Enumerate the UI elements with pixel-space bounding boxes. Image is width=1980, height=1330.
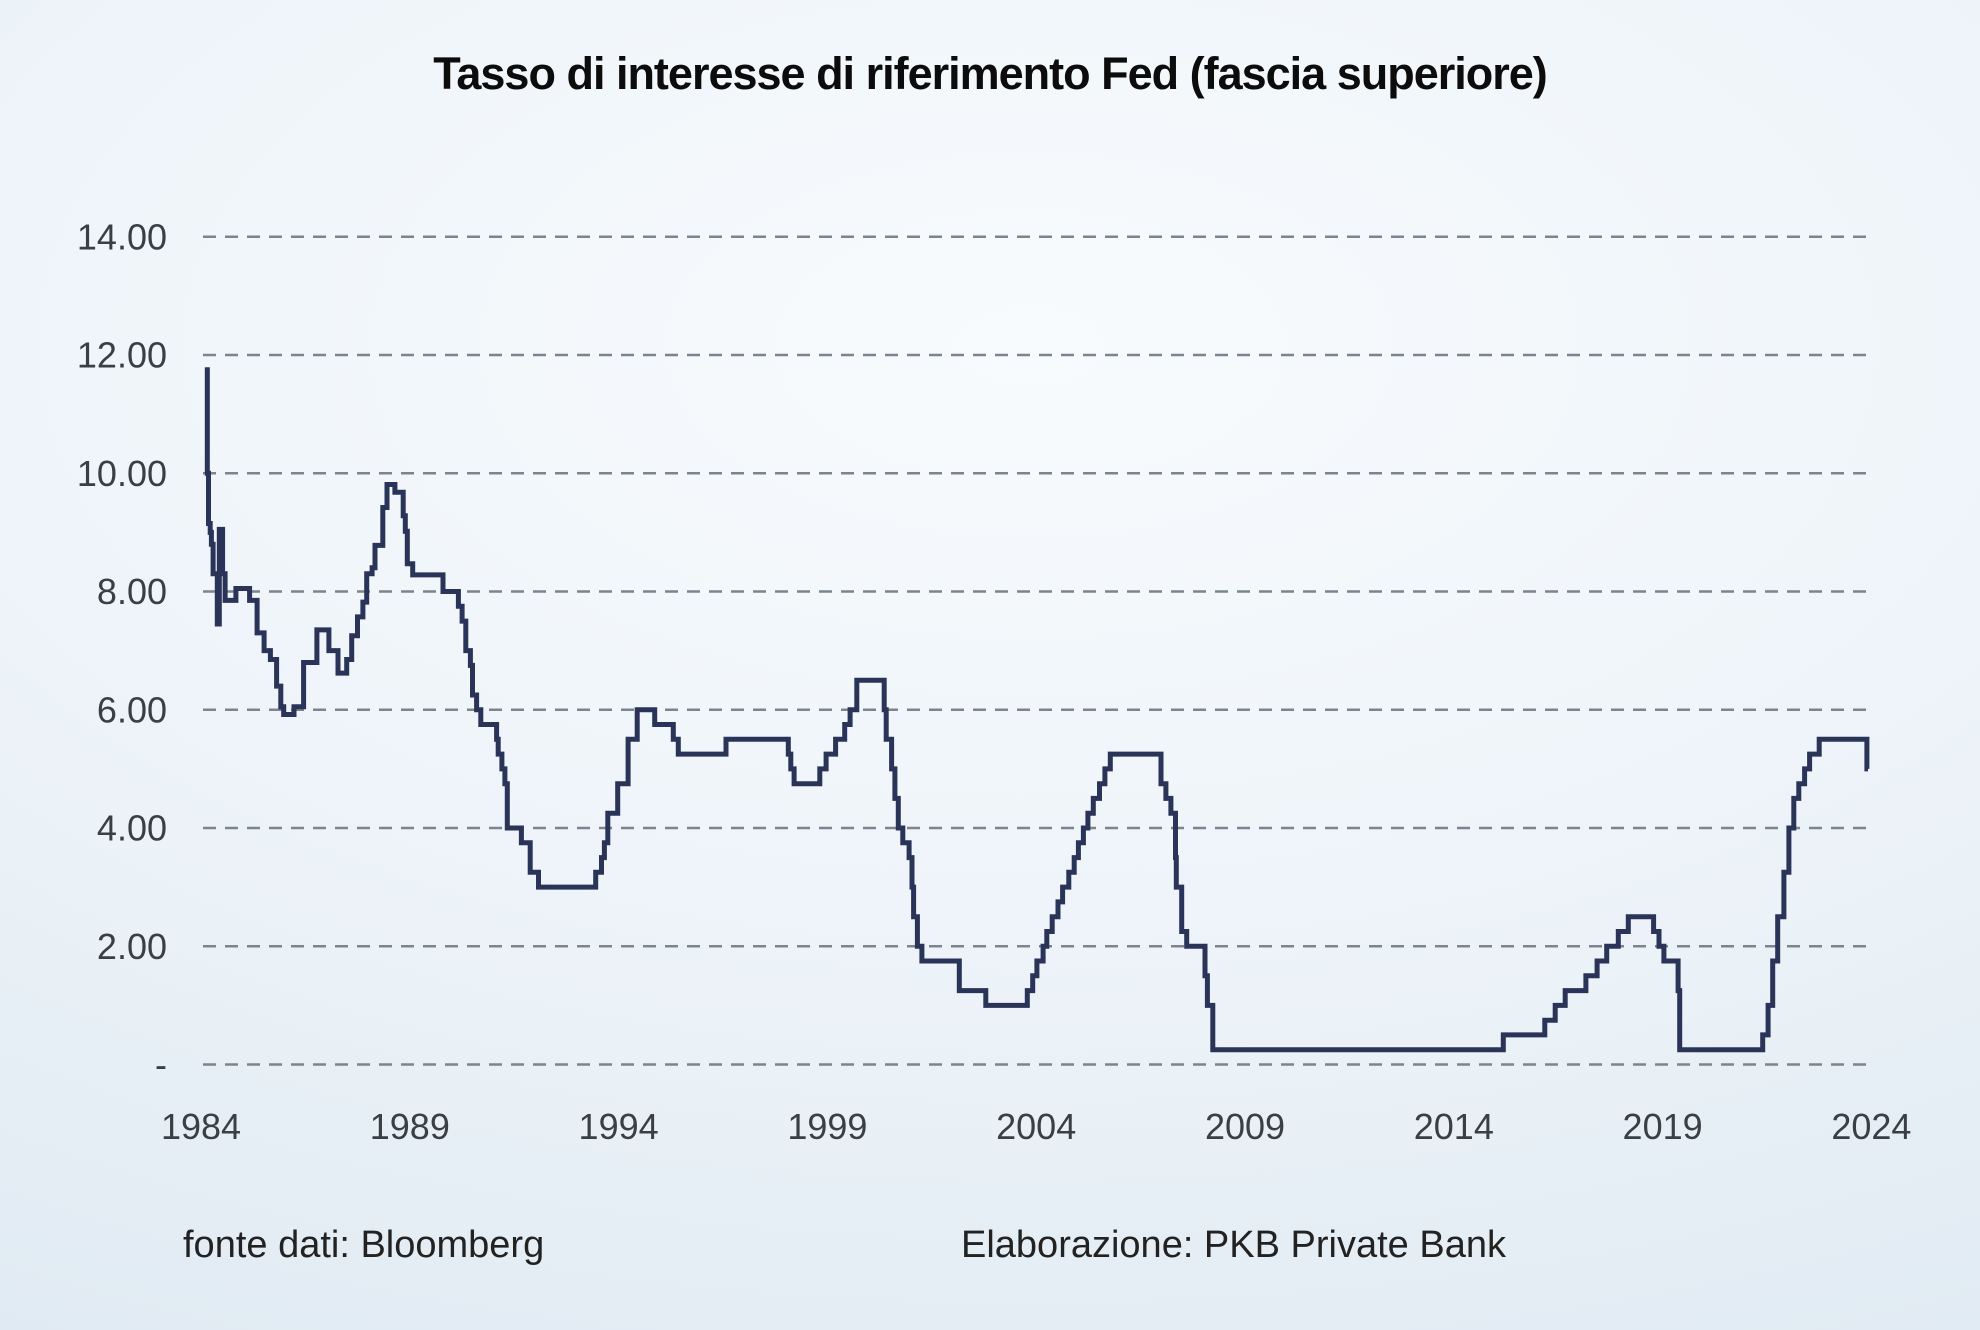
x-axis-tick-label: 1984 bbox=[161, 1106, 241, 1147]
y-axis-tick-label: 10.00 bbox=[77, 453, 167, 494]
y-axis-tick-label: 12.00 bbox=[77, 335, 167, 376]
x-axis-tick-label: 2024 bbox=[1831, 1106, 1911, 1147]
data-source-note: fonte dati: Bloomberg bbox=[183, 1224, 545, 1266]
x-axis-tick-label: 2004 bbox=[996, 1106, 1076, 1147]
rate-step-line bbox=[204, 367, 1870, 1053]
y-axis-tick-label: 4.00 bbox=[97, 808, 167, 849]
y-axis-tick-label: 6.00 bbox=[97, 689, 167, 730]
x-axis-tick-label: 2014 bbox=[1414, 1106, 1494, 1147]
x-axis-tick-label: 1999 bbox=[787, 1106, 867, 1147]
elaboration-note: Elaborazione: PKB Private Bank bbox=[961, 1224, 1506, 1266]
y-axis-tick-label: 2.00 bbox=[97, 926, 167, 967]
y-axis-tick-label: 14.00 bbox=[77, 216, 167, 257]
x-axis-tick-label: 2019 bbox=[1623, 1106, 1703, 1147]
x-axis-tick-label: 2009 bbox=[1205, 1106, 1285, 1147]
y-axis-tick-label: - bbox=[155, 1044, 167, 1085]
x-axis-tick-label: 1994 bbox=[579, 1106, 659, 1147]
chart-title: Tasso di interesse di riferimento Fed (f… bbox=[433, 48, 1548, 99]
x-axis-tick-label: 1989 bbox=[370, 1106, 450, 1147]
y-axis-tick-label: 8.00 bbox=[97, 571, 167, 612]
